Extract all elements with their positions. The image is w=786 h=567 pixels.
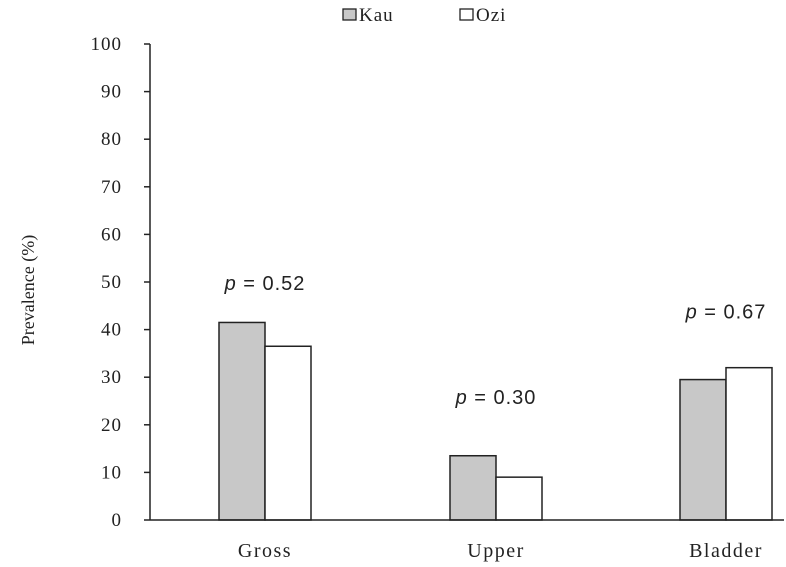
y-tick-label: 40	[101, 320, 122, 341]
x-tick-label: Bladder	[689, 540, 763, 562]
x-tick-label: Upper	[467, 540, 524, 562]
bar-bladder-kau	[679, 378, 727, 521]
bar-bladder-ozi	[725, 366, 773, 521]
y-tick-label: 60	[101, 224, 122, 245]
y-tick-label: 90	[101, 82, 122, 103]
legend-swatch-kau	[342, 8, 357, 21]
p-value-annotation: p = 0.52	[224, 273, 306, 295]
y-tick-label: 50	[101, 272, 122, 293]
legend-swatch-ozi	[459, 8, 474, 21]
bar-gross-ozi	[264, 345, 312, 521]
legend-label-ozi: Ozi	[476, 5, 506, 26]
y-tick-label: 80	[101, 129, 122, 150]
y-tick-label: 20	[101, 415, 122, 436]
legend-label-kau: Kau	[359, 5, 394, 26]
y-tick-label: 70	[101, 177, 122, 198]
y-tick-label: 30	[101, 367, 122, 388]
annotations: p = 0.52 p = 0.30 p = 0.67	[224, 273, 767, 409]
y-tick-label: 0	[112, 510, 123, 531]
x-tick-label: Gross	[238, 540, 292, 562]
bar-gross-kau	[218, 321, 266, 521]
y-axis: 0 10 20 30 40 50 60 70 80 90 100	[91, 34, 151, 531]
bar-upper-kau	[449, 454, 497, 521]
legend: Kau Ozi	[342, 5, 506, 26]
x-axis: Gross Upper Bladder	[150, 519, 784, 562]
bars	[218, 321, 773, 521]
bar-upper-ozi	[495, 476, 543, 521]
y-tick-label: 10	[101, 462, 122, 483]
y-axis-label: Prevalence (%)	[18, 235, 39, 345]
y-tick-label: 100	[91, 34, 123, 55]
p-value-annotation: p = 0.30	[455, 387, 537, 409]
p-value-annotation: p = 0.67	[685, 302, 767, 324]
